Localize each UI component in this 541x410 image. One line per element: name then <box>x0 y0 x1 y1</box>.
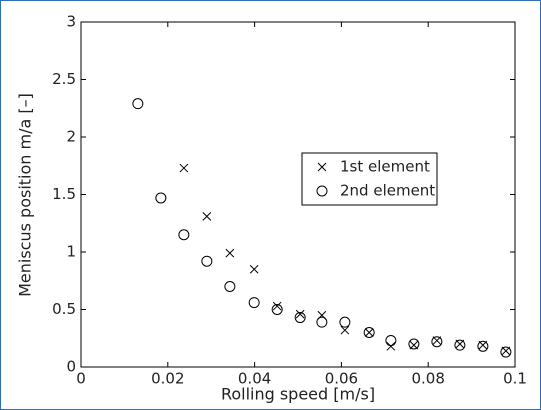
y-tick-label: 3 <box>66 13 76 31</box>
point <box>316 316 328 328</box>
x-tick-label: 0 <box>76 370 86 388</box>
y-tick-label: 1.5 <box>52 185 76 203</box>
point <box>155 192 167 204</box>
point <box>408 338 420 350</box>
y-tick-label: 1 <box>66 243 76 261</box>
legend: 1st element 2nd element <box>301 152 438 206</box>
point <box>340 325 350 335</box>
x-tick-label: 0.02 <box>151 370 184 388</box>
point <box>339 316 351 328</box>
point <box>386 341 396 351</box>
point <box>249 264 259 274</box>
y-tick-label: 2 <box>66 128 76 146</box>
point <box>179 163 189 173</box>
point <box>201 255 213 267</box>
point <box>178 229 190 241</box>
point <box>225 248 235 258</box>
point <box>385 335 397 347</box>
x-tick-label: 0.1 <box>503 370 527 388</box>
legend-box <box>301 152 438 206</box>
point <box>272 301 282 311</box>
y-tick-label: 0.5 <box>52 300 76 318</box>
point <box>431 336 443 348</box>
y-tick-label: 0 <box>66 358 76 376</box>
legend-marker <box>316 185 328 197</box>
x-tick-label: 0.04 <box>238 370 271 388</box>
x-tick-label: 0.06 <box>325 370 358 388</box>
y-tick-label: 2.5 <box>52 70 76 88</box>
point <box>295 309 305 319</box>
point <box>248 297 260 309</box>
x-axis-label: Rolling speed [m/s] <box>221 385 375 404</box>
point <box>224 281 236 292</box>
legend-label: 1st element <box>340 158 430 176</box>
legend-label: 2nd element <box>340 182 435 200</box>
x-tick-label: 0.08 <box>411 370 444 388</box>
point <box>294 312 306 324</box>
point <box>202 211 212 221</box>
y-axis-label: Meniscus position m/a [–] <box>16 93 35 297</box>
point <box>364 328 374 337</box>
point <box>271 304 283 315</box>
point <box>500 346 512 358</box>
point <box>363 327 375 338</box>
point <box>132 98 144 110</box>
point <box>477 340 489 352</box>
legend-marker <box>317 162 327 172</box>
point <box>454 339 466 351</box>
